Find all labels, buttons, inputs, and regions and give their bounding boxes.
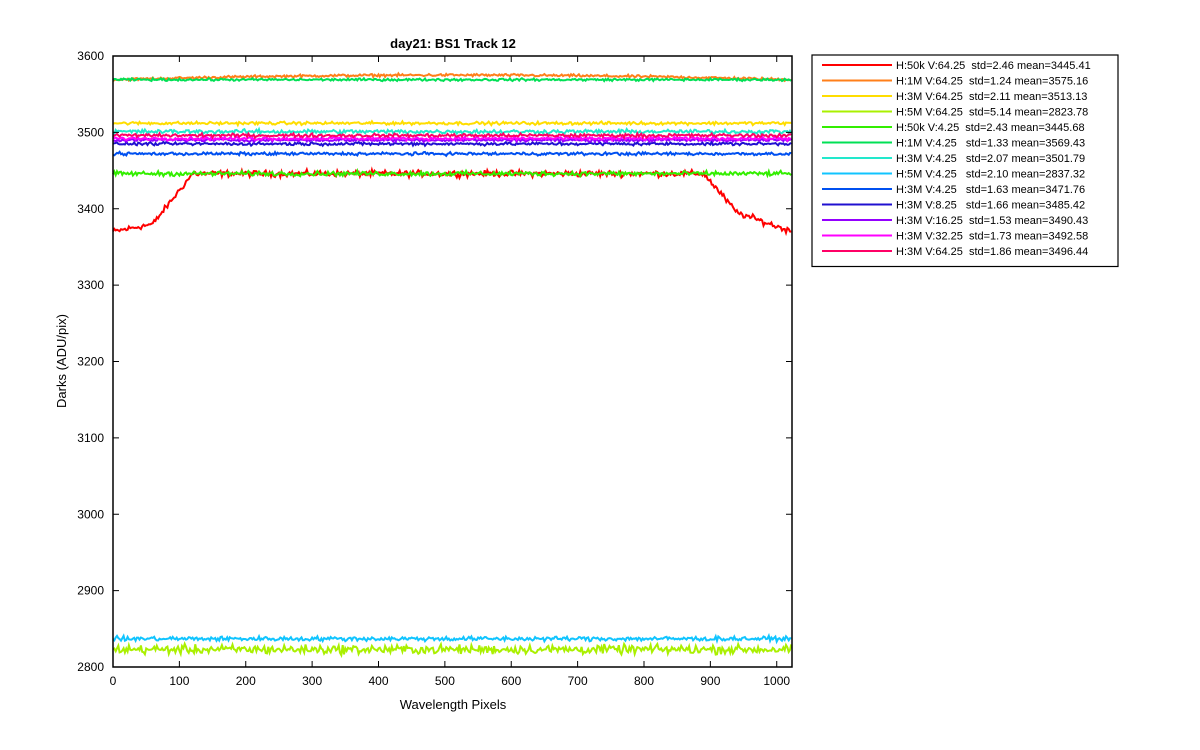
legend-label-0: H:50k V:64.25 std=2.46 mean=3445.41 [896, 60, 1091, 72]
legend-label-1: H:1M V:64.25 std=1.24 mean=3575.16 [896, 76, 1088, 88]
series-line-9 [112, 139, 792, 148]
legend-label-6: H:3M V:4.25 std=2.07 mean=3501.79 [896, 153, 1085, 165]
x-tick-label-0: 0 [110, 674, 117, 688]
x-tick-label-7: 700 [568, 674, 588, 688]
legend-label-2: H:3M V:64.25 std=2.11 mean=3513.13 [896, 91, 1087, 103]
series-line-1 [112, 71, 792, 83]
y-tick-label-7: 3500 [77, 125, 104, 139]
y-tick-label-6: 3400 [77, 202, 104, 216]
series-line-7 [112, 632, 792, 645]
y-tick-label-0: 2800 [77, 660, 104, 674]
y-tick-label-8: 3600 [77, 49, 104, 63]
series-line-6 [112, 126, 793, 137]
y-tick-label-1: 2900 [77, 584, 104, 598]
legend-label-4: H:50k V:4.25 std=2.43 mean=3445.68 [896, 122, 1085, 134]
series-line-3 [112, 640, 793, 659]
legend: H:50k V:64.25 std=2.46 mean=3445.41 H:1M … [811, 54, 1119, 268]
legend-label-11: H:3M V:32.25 std=1.73 mean=3492.58 [896, 231, 1088, 243]
y-tick-label-4: 3200 [77, 355, 104, 369]
y-tick-label-2: 3000 [77, 507, 104, 521]
y-axis-label: Darks (ADU/pix) [54, 314, 69, 408]
legend-box [811, 54, 1119, 268]
x-tick-label-10: 1000 [763, 674, 790, 688]
y-tick-label-5: 3300 [77, 278, 104, 292]
x-tick-label-5: 500 [435, 674, 455, 688]
x-tick-label-8: 800 [634, 674, 654, 688]
legend-label-7: H:5M V:4.25 std=2.10 mean=2837.32 [896, 169, 1085, 181]
x-tick-label-9: 900 [700, 674, 720, 688]
legend-label-12: H:3M V:64.25 std=1.86 mean=3496.44 [896, 246, 1088, 258]
x-tick-label-2: 200 [236, 674, 256, 688]
series-line-12 [112, 131, 792, 140]
x-axis-label: Wavelength Pixels [400, 697, 507, 712]
x-tick-label-4: 400 [368, 674, 388, 688]
legend-label-3: H:5M V:64.25 std=5.14 mean=2823.78 [896, 107, 1088, 119]
series-line-8 [112, 149, 792, 158]
legend-label-9: H:3M V:8.25 std=1.66 mean=3485.42 [896, 200, 1085, 212]
legend-label-8: H:3M V:4.25 std=1.63 mean=3471.76 [896, 184, 1085, 196]
series-line-4 [112, 167, 792, 179]
series-line-2 [112, 119, 792, 128]
series-line-11 [112, 134, 792, 143]
plot-area: 0 100 200 300 400 500 600 700 800 900 1000 2800 2900… [77, 49, 793, 688]
legend-label-10: H:3M V:16.25 std=1.53 mean=3490.43 [896, 215, 1088, 227]
series-line-5 [112, 76, 792, 83]
chart-title: day21: BS1 Track 12 [390, 36, 516, 51]
legend-label-5: H:1M V:4.25 std=1.33 mean=3569.43 [896, 138, 1085, 150]
x-tick-label-1: 100 [169, 674, 189, 688]
x-tick-label-6: 600 [501, 674, 521, 688]
x-tick-label-3: 300 [302, 674, 322, 688]
plot-background [113, 56, 792, 667]
y-tick-label-3: 3100 [77, 431, 104, 445]
